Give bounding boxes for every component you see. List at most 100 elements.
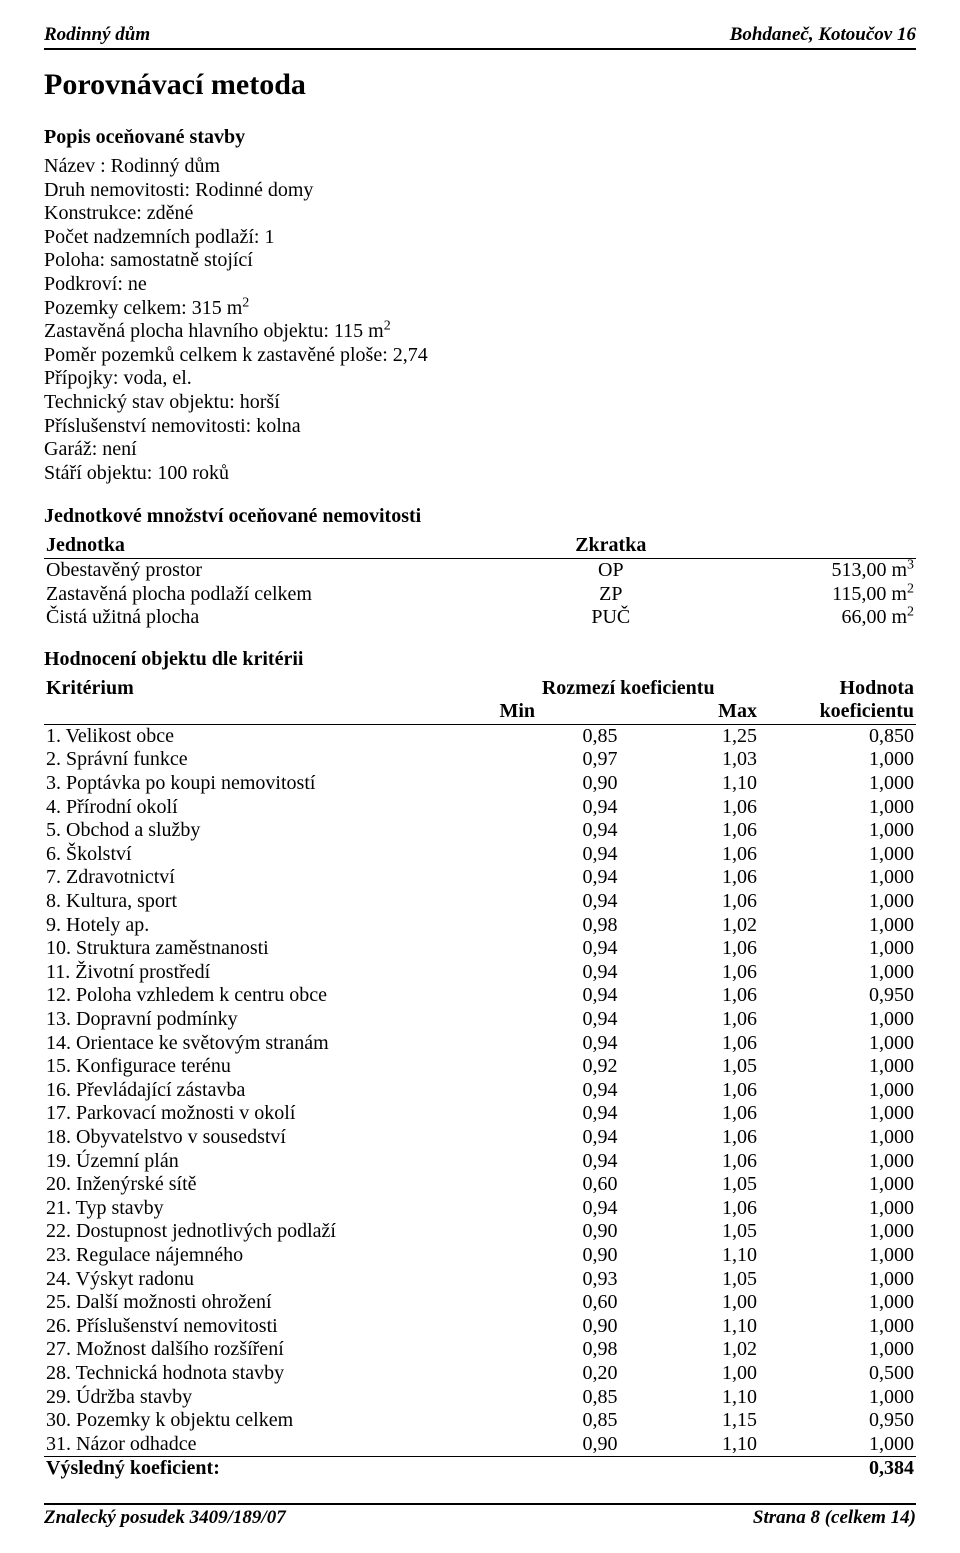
criteria-cell-max: 1,10 [620, 1244, 760, 1268]
criteria-cell-max: 1,15 [620, 1409, 760, 1433]
units-table: Jednotka Zkratka Výměra Obestavěný prost… [44, 534, 916, 629]
description-line: Technický stav objektu: horší [44, 391, 916, 415]
criteria-row: 23. Regulace nájemného0,901,101,000 [44, 1244, 916, 1268]
criteria-row: 31. Názor odhadce0,901,101,000 [44, 1433, 916, 1457]
criteria-cell-max: 1,10 [620, 772, 760, 796]
criteria-row: 22. Dostupnost jednotlivých podlaží0,901… [44, 1220, 916, 1244]
criteria-cell-name: 20. Inženýrské sítě [44, 1173, 497, 1197]
units-col-zkratka: Zkratka [550, 534, 672, 558]
criteria-cell-max: 1,05 [620, 1055, 760, 1079]
criteria-row: 8. Kultura, sport0,941,061,000 [44, 890, 916, 914]
description-line: Název : Rodinný dům [44, 155, 916, 179]
criteria-cell-min: 0,94 [497, 866, 619, 890]
units-cell-value: 66,00 m2 [672, 606, 916, 630]
description-line: Garáž: není [44, 438, 916, 462]
criteria-cell-name: 15. Konfigurace terénu [44, 1055, 497, 1079]
criteria-cell-value: 1,000 [759, 1079, 916, 1103]
criteria-cell-max: 1,10 [620, 1315, 760, 1339]
units-cell-value: 115,00 m2 [672, 583, 916, 607]
criteria-cell-min: 0,93 [497, 1268, 619, 1292]
criteria-cell-value: 1,000 [759, 1197, 916, 1221]
page-title: Porovnávací metoda [44, 68, 916, 102]
criteria-cell-name: 16. Převládající zástavba [44, 1079, 497, 1103]
description-line: Příslušenství nemovitosti: kolna [44, 415, 916, 439]
criteria-row: 13. Dopravní podmínky0,941,061,000 [44, 1008, 916, 1032]
criteria-cell-name: 25. Další možnosti ohrožení [44, 1291, 497, 1315]
criteria-cell-max: 1,05 [620, 1220, 760, 1244]
criteria-cell-min: 0,94 [497, 1079, 619, 1103]
criteria-cell-name: 6. Školství [44, 843, 497, 867]
criteria-cell-value: 1,000 [759, 1220, 916, 1244]
criteria-cell-min: 0,94 [497, 1150, 619, 1174]
criteria-cell-value: 1,000 [759, 1291, 916, 1315]
criteria-row: 14. Orientace ke světovým stranám0,941,0… [44, 1032, 916, 1056]
criteria-cell-max: 1,06 [620, 961, 760, 985]
criteria-cell-value: 1,000 [759, 772, 916, 796]
criteria-cell-name: 17. Parkovací možnosti v okolí [44, 1102, 497, 1126]
criteria-cell-name: 31. Názor odhadce [44, 1433, 497, 1457]
units-cell-abbrev: ZP [550, 583, 672, 607]
units-cell-abbrev: OP [550, 558, 672, 582]
criteria-cell-min: 0,98 [497, 914, 619, 938]
criteria-cell-min: 0,92 [497, 1055, 619, 1079]
criteria-cell-value: 1,000 [759, 1150, 916, 1174]
criteria-cell-max: 1,00 [620, 1362, 760, 1386]
criteria-row: 11. Životní prostředí0,941,061,000 [44, 961, 916, 985]
criteria-cell-max: 1,06 [620, 1197, 760, 1221]
criteria-cell-name: 24. Výskyt radonu [44, 1268, 497, 1292]
criteria-cell-min: 0,94 [497, 984, 619, 1008]
criteria-header-range: Rozmezí koeficientu [497, 677, 759, 701]
criteria-row: 10. Struktura zaměstnanosti0,941,061,000 [44, 937, 916, 961]
criteria-cell-name: 12. Poloha vzhledem k centru obce [44, 984, 497, 1008]
criteria-cell-value: 1,000 [759, 1008, 916, 1032]
criteria-cell-max: 1,06 [620, 866, 760, 890]
section-description-heading: Popis oceňované stavby [44, 126, 916, 149]
criteria-row: 7. Zdravotnictví0,941,061,000 [44, 866, 916, 890]
criteria-cell-min: 0,85 [497, 724, 619, 748]
criteria-cell-name: 23. Regulace nájemného [44, 1244, 497, 1268]
description-line: Poloha: samostatně stojící [44, 249, 916, 273]
units-row: Čistá užitná plochaPUČ66,00 m2 [44, 606, 916, 630]
criteria-cell-name: 19. Územní plán [44, 1150, 497, 1174]
criteria-cell-name: 5. Obchod a služby [44, 819, 497, 843]
criteria-header-row-1: Kritérium Rozmezí koeficientu Hodnota [44, 677, 916, 701]
criteria-cell-min: 0,20 [497, 1362, 619, 1386]
header-right: Bohdaneč, Kotoučov 16 [730, 24, 916, 46]
criteria-cell-max: 1,25 [620, 724, 760, 748]
criteria-cell-min: 0,90 [497, 1220, 619, 1244]
criteria-cell-name: 10. Struktura zaměstnanosti [44, 937, 497, 961]
description-line: Poměr pozemků celkem k zastavěné ploše: … [44, 344, 916, 368]
criteria-cell-value: 1,000 [759, 843, 916, 867]
criteria-cell-name: 22. Dostupnost jednotlivých podlaží [44, 1220, 497, 1244]
criteria-cell-name: 27. Možnost dalšího rozšíření [44, 1338, 497, 1362]
criteria-cell-name: 18. Obyvatelstvo v sousedství [44, 1126, 497, 1150]
criteria-cell-value: 1,000 [759, 1173, 916, 1197]
criteria-cell-max: 1,06 [620, 937, 760, 961]
criteria-cell-name: 7. Zdravotnictví [44, 866, 497, 890]
criteria-cell-max: 1,02 [620, 914, 760, 938]
units-row: Obestavěný prostorOP513,00 m3 [44, 558, 916, 582]
criteria-row: 26. Příslušenství nemovitosti0,901,101,0… [44, 1315, 916, 1339]
units-col-vymera: Výměra [672, 534, 916, 558]
criteria-result-row: Výsledný koeficient:0,384 [44, 1457, 916, 1481]
criteria-cell-max: 1,06 [620, 843, 760, 867]
criteria-cell-min: 0,97 [497, 748, 619, 772]
criteria-cell-value: 0,500 [759, 1362, 916, 1386]
criteria-cell-max: 1,00 [620, 1291, 760, 1315]
criteria-header-row-2: Min Max koeficientu [44, 700, 916, 724]
criteria-cell-value: 1,000 [759, 1268, 916, 1292]
criteria-cell-name: 1. Velikost obce [44, 724, 497, 748]
criteria-cell-name: 9. Hotely ap. [44, 914, 497, 938]
criteria-cell-value: 1,000 [759, 1386, 916, 1410]
section-criteria-heading: Hodnocení objektu dle kritérii [44, 648, 916, 671]
criteria-header-coef: koeficientu [759, 700, 916, 724]
criteria-row: 28. Technická hodnota stavby0,201,000,50… [44, 1362, 916, 1386]
criteria-row: 24. Výskyt radonu0,931,051,000 [44, 1268, 916, 1292]
criteria-cell-min: 0,90 [497, 1433, 619, 1457]
criteria-row: 20. Inženýrské sítě0,601,051,000 [44, 1173, 916, 1197]
criteria-cell-min: 0,94 [497, 1102, 619, 1126]
criteria-cell-value: 0,850 [759, 724, 916, 748]
criteria-cell-value: 0,950 [759, 984, 916, 1008]
criteria-cell-value: 1,000 [759, 866, 916, 890]
description-block: Název : Rodinný důmDruh nemovitosti: Rod… [44, 155, 916, 485]
